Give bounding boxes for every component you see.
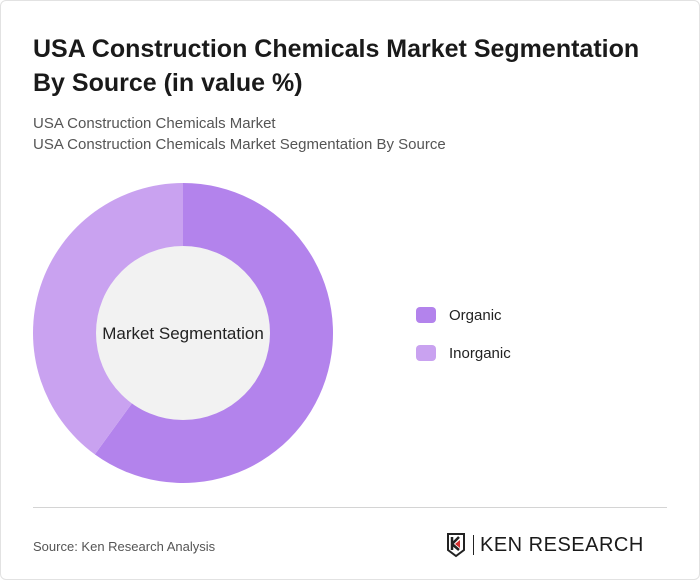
donut-chart: Market Segmentation: [33, 183, 334, 483]
donut-hole: [96, 246, 270, 420]
subtitle-segmentation: USA Construction Chemicals Market Segmen…: [33, 136, 446, 153]
legend-item-organic[interactable]: Organic: [416, 305, 511, 325]
divider: [33, 507, 667, 508]
ken-research-logo: KEN RESEARCH: [446, 532, 644, 558]
logo-text: KEN RESEARCH: [480, 533, 644, 556]
legend-item-inorganic[interactable]: Inorganic: [416, 343, 511, 363]
legend-label: Organic: [449, 306, 502, 324]
legend-label: Inorganic: [449, 344, 511, 362]
source-note: Source: Ken Research Analysis: [33, 539, 216, 554]
center-label: Market Segmentation: [102, 324, 264, 343]
subtitle-market: USA Construction Chemicals Market: [33, 115, 276, 132]
legend: Organic Inorganic: [416, 305, 511, 381]
legend-swatch: [416, 345, 436, 361]
logo-k-icon: [447, 533, 465, 558]
legend-swatch: [416, 307, 436, 323]
chart-title: USA Construction Chemicals Market Segmen…: [33, 35, 640, 97]
